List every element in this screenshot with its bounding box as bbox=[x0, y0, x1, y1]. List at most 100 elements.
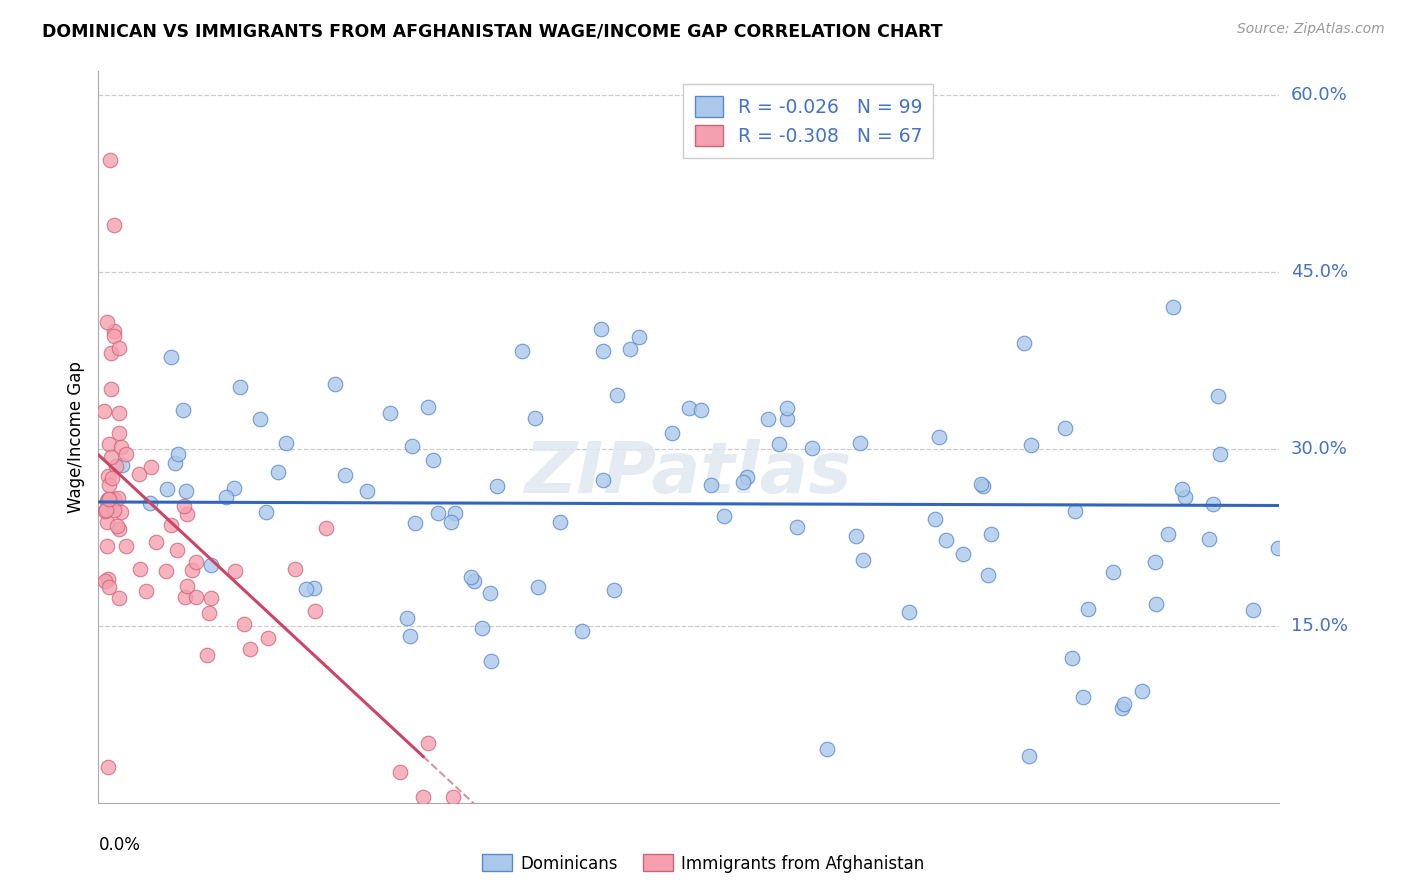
Point bbox=[548, 515, 571, 529]
Point bbox=[1012, 335, 1035, 350]
Point bbox=[1071, 690, 1094, 704]
Point bbox=[176, 508, 198, 522]
Text: 15.0%: 15.0% bbox=[1291, 617, 1347, 635]
Point bbox=[93, 404, 115, 418]
Point bbox=[1156, 527, 1178, 541]
Point bbox=[1144, 597, 1167, 611]
Point bbox=[256, 631, 278, 645]
Point bbox=[589, 321, 612, 335]
Point bbox=[1111, 701, 1133, 715]
Point bbox=[195, 648, 218, 662]
Point bbox=[97, 760, 120, 774]
Point bbox=[239, 641, 262, 656]
Point bbox=[700, 477, 723, 491]
Point bbox=[128, 467, 150, 482]
Point bbox=[395, 611, 418, 625]
Point bbox=[1130, 683, 1153, 698]
Point bbox=[110, 505, 132, 519]
Point bbox=[167, 447, 190, 461]
Point bbox=[100, 382, 122, 396]
Point bbox=[786, 519, 808, 533]
Point bbox=[97, 581, 120, 595]
Point bbox=[776, 412, 799, 426]
Point bbox=[444, 506, 467, 520]
Point bbox=[233, 616, 256, 631]
Point bbox=[172, 403, 194, 417]
Point bbox=[690, 402, 713, 417]
Point bbox=[980, 526, 1002, 541]
Point bbox=[735, 470, 758, 484]
Point bbox=[1143, 555, 1166, 569]
Point bbox=[1202, 497, 1225, 511]
Legend: R = -0.026   N = 99, R = -0.308   N = 67: R = -0.026 N = 99, R = -0.308 N = 67 bbox=[683, 85, 934, 158]
Point bbox=[510, 343, 533, 358]
Point bbox=[104, 459, 127, 474]
Point bbox=[103, 218, 125, 232]
Point bbox=[713, 508, 735, 523]
Point bbox=[97, 572, 120, 586]
Point bbox=[96, 503, 118, 517]
Point bbox=[440, 516, 463, 530]
Point bbox=[661, 426, 683, 441]
Point bbox=[184, 555, 207, 569]
Point bbox=[110, 440, 132, 454]
Point bbox=[412, 789, 434, 804]
Point bbox=[155, 565, 177, 579]
Point bbox=[145, 535, 167, 549]
Point bbox=[159, 350, 181, 364]
Point bbox=[105, 519, 128, 533]
Point bbox=[323, 376, 346, 391]
Text: 45.0%: 45.0% bbox=[1291, 263, 1348, 281]
Point bbox=[224, 564, 246, 578]
Point bbox=[198, 606, 221, 620]
Point bbox=[1064, 504, 1087, 518]
Point bbox=[619, 342, 641, 356]
Text: 0.0%: 0.0% bbox=[98, 836, 141, 854]
Point bbox=[101, 471, 124, 485]
Point bbox=[93, 504, 115, 518]
Point bbox=[426, 507, 449, 521]
Point bbox=[485, 479, 508, 493]
Point bbox=[276, 436, 298, 450]
Point bbox=[176, 579, 198, 593]
Point bbox=[181, 563, 204, 577]
Point bbox=[215, 491, 238, 505]
Point bbox=[103, 491, 125, 506]
Point bbox=[678, 401, 700, 415]
Point bbox=[254, 505, 277, 519]
Point bbox=[97, 478, 120, 492]
Point bbox=[315, 521, 337, 535]
Point bbox=[160, 518, 183, 533]
Point bbox=[924, 512, 946, 526]
Point bbox=[129, 561, 152, 575]
Point bbox=[1114, 697, 1136, 711]
Point bbox=[852, 553, 875, 567]
Point bbox=[335, 467, 357, 482]
Text: 60.0%: 60.0% bbox=[1291, 86, 1347, 104]
Point bbox=[98, 153, 121, 167]
Point bbox=[1206, 389, 1229, 403]
Point bbox=[249, 412, 271, 426]
Point bbox=[115, 539, 138, 553]
Point bbox=[571, 624, 593, 639]
Point bbox=[1060, 650, 1083, 665]
Point bbox=[200, 591, 222, 606]
Point bbox=[97, 469, 120, 483]
Point bbox=[103, 502, 125, 516]
Point bbox=[527, 580, 550, 594]
Point bbox=[845, 528, 868, 542]
Point bbox=[295, 582, 318, 596]
Point bbox=[135, 584, 157, 599]
Point bbox=[94, 574, 117, 588]
Point bbox=[96, 515, 118, 529]
Point bbox=[401, 439, 423, 453]
Point bbox=[523, 411, 546, 425]
Point bbox=[141, 459, 163, 474]
Point bbox=[768, 436, 790, 450]
Point bbox=[592, 474, 614, 488]
Point bbox=[378, 406, 401, 420]
Point bbox=[388, 764, 411, 779]
Point bbox=[952, 547, 974, 561]
Point bbox=[356, 483, 378, 498]
Point bbox=[1077, 602, 1099, 616]
